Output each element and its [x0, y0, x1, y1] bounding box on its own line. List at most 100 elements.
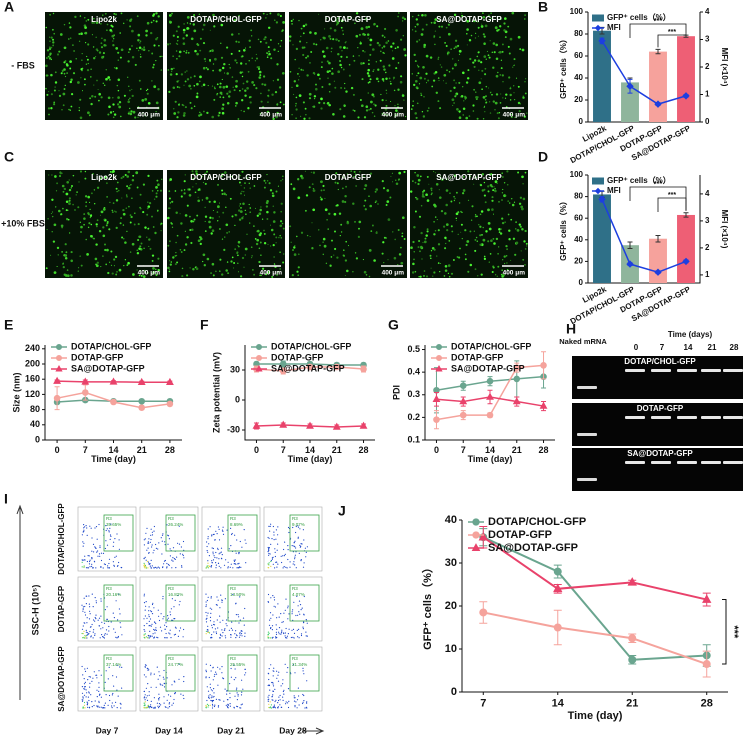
cell-dot	[496, 182, 498, 185]
cell-dot	[89, 216, 92, 219]
marker	[628, 634, 637, 643]
flow-dot	[87, 567, 89, 569]
flow-dot	[241, 546, 243, 548]
flow-dot	[278, 671, 280, 673]
cell-dot	[59, 175, 61, 177]
cell-dot	[265, 17, 267, 19]
cell-dot	[323, 36, 326, 40]
cell-dot	[381, 99, 384, 102]
cell-dot	[231, 256, 234, 259]
cell-dot	[329, 264, 332, 267]
flow-dot	[212, 679, 214, 681]
flow-dot	[121, 567, 123, 569]
cell-dot	[320, 97, 323, 101]
cell-dot	[102, 226, 105, 229]
flow-dot	[168, 706, 171, 708]
cell-dot	[432, 79, 436, 82]
flow-dot	[212, 705, 214, 707]
cell-dot	[217, 205, 220, 209]
flow-dot	[207, 528, 209, 530]
cell-dot	[266, 174, 268, 176]
cell-dot	[98, 99, 100, 102]
cell-dot	[79, 170, 83, 173]
cell-dot	[306, 74, 309, 77]
flow-dot	[144, 630, 146, 632]
cell-dot	[222, 96, 225, 99]
flow-dot	[164, 628, 166, 631]
cell-dot	[273, 211, 276, 214]
cell-dot	[384, 113, 386, 116]
cell-dot	[120, 12, 123, 15]
cell-dot	[155, 274, 158, 276]
flow-dot	[207, 625, 209, 627]
flow-dot	[96, 689, 98, 691]
flow-dot	[291, 611, 293, 613]
cell-dot	[492, 265, 495, 268]
cell-dot	[397, 111, 399, 113]
cell-dot	[79, 255, 81, 257]
gate-percent: 4.07%	[292, 592, 305, 597]
flow-dot	[293, 700, 296, 702]
cell-dot	[487, 222, 491, 225]
cell-dot	[458, 81, 461, 84]
flow-dot	[118, 593, 120, 595]
cell-dot	[313, 97, 316, 100]
cell-dot	[453, 47, 456, 50]
y-tick-label: 160	[25, 374, 40, 384]
cell-dot	[383, 52, 385, 54]
cell-dot	[465, 116, 469, 120]
flow-dot	[298, 637, 300, 639]
flow-dot	[161, 534, 164, 536]
flow-dot	[98, 553, 101, 555]
cell-dot	[188, 188, 191, 191]
flow-dot	[215, 631, 217, 633]
cell-dot	[128, 205, 130, 208]
cell-dot	[416, 74, 418, 77]
flow-dot	[110, 523, 112, 525]
cell-dot	[501, 199, 503, 201]
cell-dot	[392, 76, 396, 79]
cell-dot	[159, 189, 163, 192]
flow-dot	[82, 707, 84, 709]
flow-dot	[162, 595, 164, 598]
cell-dot	[134, 116, 137, 119]
cell-dot	[445, 223, 449, 226]
cell-dot	[186, 204, 189, 207]
flow-dot	[275, 699, 277, 701]
cell-dot	[421, 111, 424, 113]
flow-dot	[157, 705, 159, 707]
cell-dot	[183, 189, 186, 191]
cell-dot	[101, 37, 103, 40]
cell-dot	[71, 44, 74, 47]
flow-dot	[272, 636, 274, 639]
cell-dot	[192, 179, 194, 181]
cell-dot	[346, 47, 349, 50]
flow-dot	[150, 704, 152, 706]
cell-dot	[350, 86, 354, 90]
flow-dot	[144, 707, 146, 709]
x-tick-label: 0	[434, 445, 439, 455]
flow-dot	[300, 609, 302, 611]
cell-dot	[382, 241, 385, 244]
cell-dot	[430, 267, 432, 269]
cell-dot	[486, 50, 488, 52]
cell-dot	[209, 216, 212, 219]
flow-dot	[105, 540, 107, 542]
cell-dot	[157, 257, 160, 260]
cell-dot	[197, 43, 200, 47]
flow-dot	[230, 676, 232, 678]
flow-dot	[270, 523, 272, 525]
flow-dot	[207, 560, 209, 562]
flow-dot	[211, 690, 213, 692]
flow-dot	[219, 607, 221, 609]
flow-dot	[210, 697, 212, 699]
cell-dot	[68, 179, 70, 181]
flow-dot	[287, 605, 289, 607]
flow-dot	[241, 703, 243, 705]
cell-dot	[136, 15, 139, 18]
flow-dot	[83, 527, 85, 529]
flow-dot	[88, 692, 90, 694]
cell-dot	[446, 69, 448, 72]
flow-dot	[99, 555, 101, 557]
flow-dot	[211, 634, 213, 636]
